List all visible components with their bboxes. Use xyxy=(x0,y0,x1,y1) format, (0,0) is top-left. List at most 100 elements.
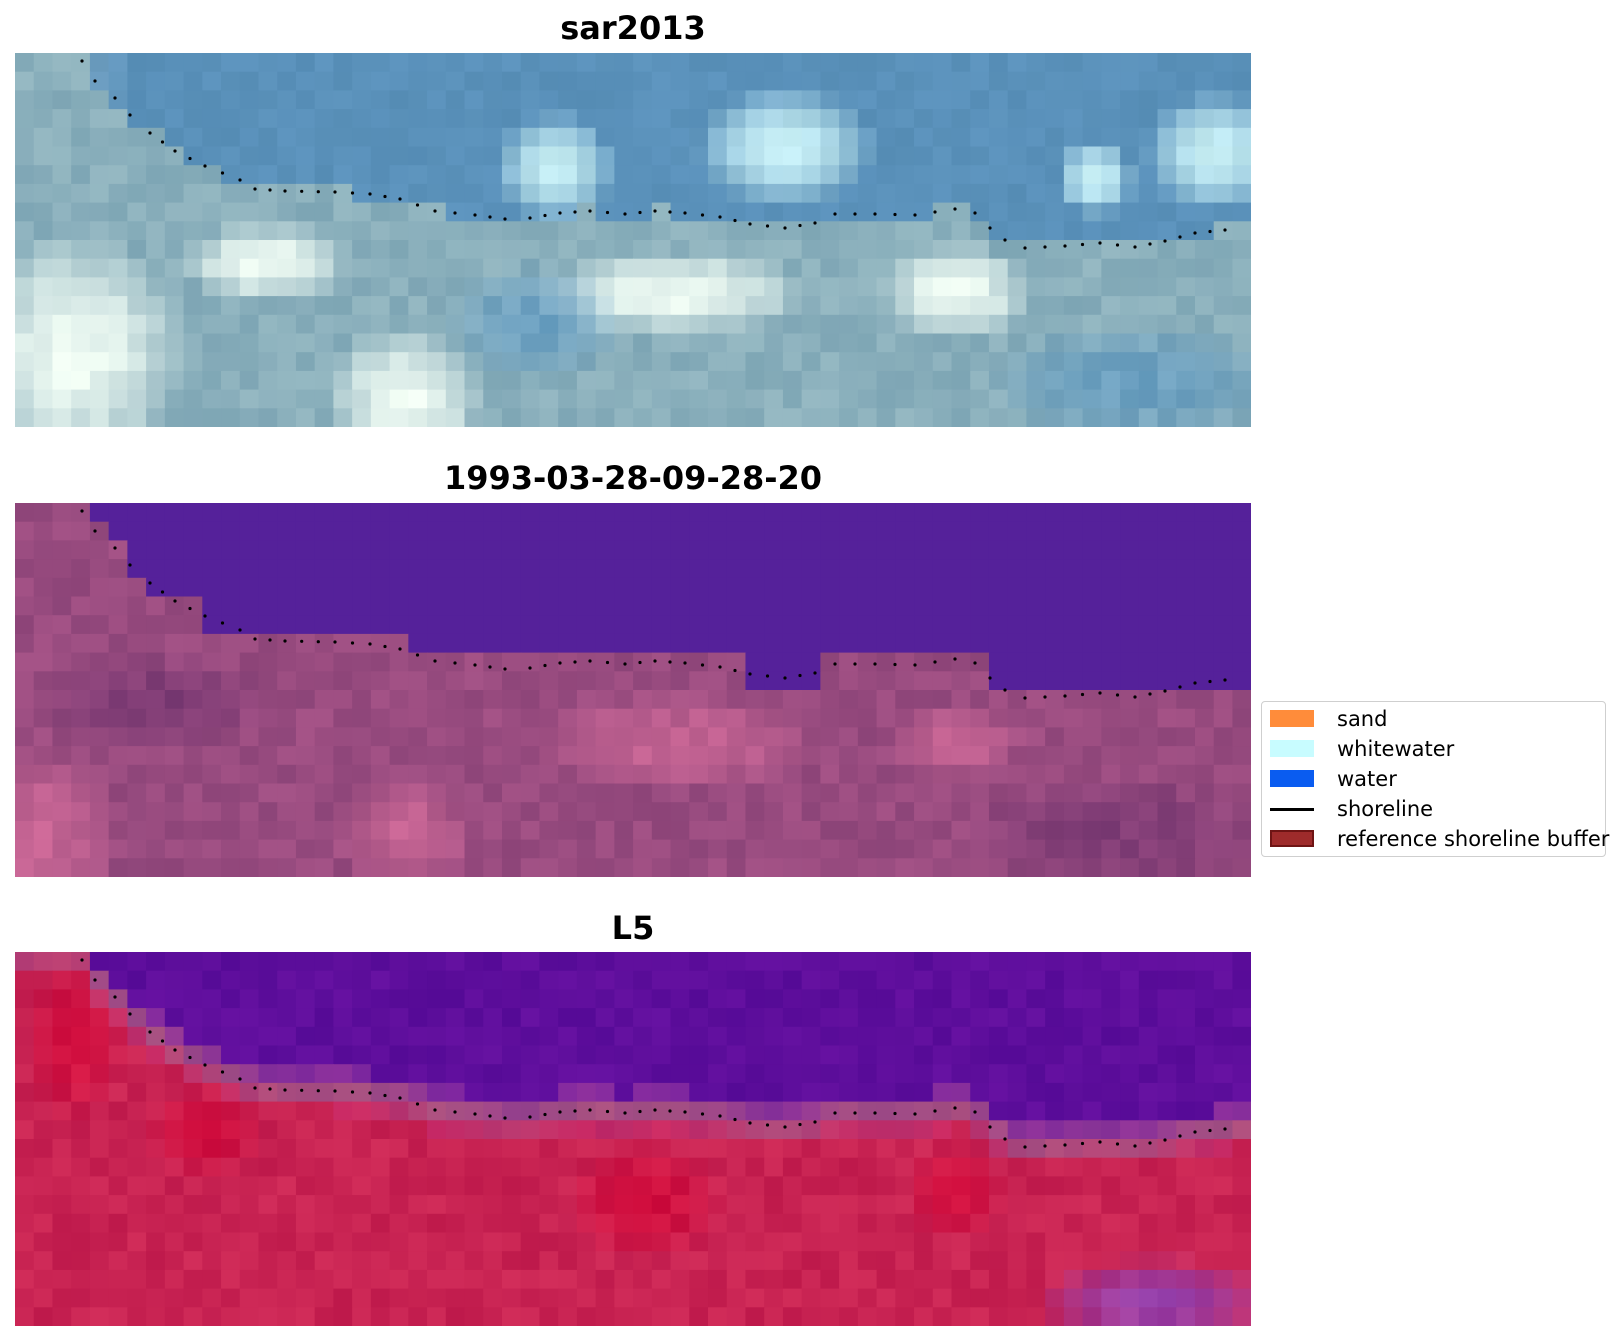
image-pixel xyxy=(820,1176,840,1196)
image-pixel xyxy=(427,127,447,148)
image-pixel xyxy=(501,559,522,579)
image-pixel xyxy=(183,1064,203,1084)
image-pixel xyxy=(408,633,428,654)
image-pixel xyxy=(89,314,110,335)
image-pixel xyxy=(239,1213,260,1234)
image-pixel xyxy=(951,708,971,728)
image-pixel xyxy=(970,503,990,523)
image-pixel xyxy=(876,1101,896,1121)
image-pixel xyxy=(427,165,447,185)
image-pixel xyxy=(333,970,353,990)
image-pixel xyxy=(520,652,541,672)
image-pixel xyxy=(1157,1064,1177,1084)
image-pixel xyxy=(52,783,72,803)
image-pixel xyxy=(782,690,803,710)
image-pixel xyxy=(277,90,297,110)
image-pixel xyxy=(258,53,278,73)
image-pixel xyxy=(651,202,672,222)
image-pixel xyxy=(1120,1120,1140,1140)
image-pixel xyxy=(314,1269,335,1290)
image-pixel xyxy=(483,1176,503,1196)
image-pixel xyxy=(146,839,166,859)
image-pixel xyxy=(277,221,297,241)
image-pixel xyxy=(708,1026,728,1047)
image-pixel xyxy=(595,1251,615,1271)
image-pixel xyxy=(33,1082,54,1103)
image-pixel xyxy=(1120,109,1140,129)
image-pixel xyxy=(445,503,466,523)
panel-title-index: L5 xyxy=(611,909,655,947)
legend-label-whitewater: whitewater xyxy=(1337,737,1455,761)
image-pixel xyxy=(689,221,709,241)
shoreline-point xyxy=(398,1096,402,1100)
image-pixel xyxy=(558,389,578,409)
image-pixel xyxy=(277,370,297,391)
image-pixel xyxy=(221,671,241,691)
image-pixel xyxy=(314,727,335,747)
image-pixel xyxy=(277,1101,297,1121)
image-pixel xyxy=(1007,314,1028,335)
image-pixel xyxy=(1138,1232,1159,1252)
image-pixel xyxy=(895,540,915,560)
image-pixel xyxy=(1213,1232,1234,1252)
image-pixel xyxy=(295,596,316,616)
image-pixel xyxy=(988,1213,1009,1234)
image-pixel xyxy=(483,1157,503,1177)
image-pixel xyxy=(876,746,896,766)
image-pixel xyxy=(895,1157,915,1177)
shoreline-point xyxy=(128,113,132,117)
image-pixel xyxy=(333,727,353,747)
image-pixel xyxy=(1101,1139,1121,1159)
image-pixel xyxy=(595,389,615,409)
image-pixel xyxy=(370,746,391,766)
image-pixel xyxy=(857,615,878,635)
image-pixel xyxy=(539,1045,559,1065)
image-pixel xyxy=(183,127,203,148)
image-pixel xyxy=(89,296,110,316)
image-pixel xyxy=(801,521,821,541)
image-pixel xyxy=(239,989,260,1009)
shoreline-point xyxy=(653,209,657,213)
image-pixel xyxy=(726,333,747,353)
image-pixel xyxy=(988,764,1009,785)
image-pixel xyxy=(951,839,971,859)
image-pixel xyxy=(970,71,990,91)
image-pixel xyxy=(370,1213,391,1234)
image-pixel xyxy=(108,633,128,654)
image-pixel xyxy=(914,1213,934,1234)
image-pixel xyxy=(708,408,728,427)
image-pixel xyxy=(1213,240,1234,260)
image-pixel xyxy=(33,258,54,278)
image-pixel xyxy=(745,1008,765,1028)
image-pixel xyxy=(1157,1176,1177,1196)
image-pixel xyxy=(708,1307,728,1326)
image-pixel xyxy=(726,221,747,241)
image-pixel xyxy=(558,989,578,1009)
image-pixel xyxy=(576,1288,597,1308)
shoreline-point xyxy=(453,1110,457,1114)
image-pixel xyxy=(820,258,840,278)
image-pixel xyxy=(483,146,503,166)
image-pixel xyxy=(820,109,840,129)
image-pixel xyxy=(1045,503,1065,523)
image-pixel xyxy=(651,1045,672,1065)
shoreline-point xyxy=(933,660,937,664)
image-pixel xyxy=(857,1045,878,1065)
image-pixel xyxy=(1101,989,1121,1009)
image-pixel xyxy=(576,559,597,579)
image-pixel xyxy=(782,1232,803,1252)
image-pixel xyxy=(988,802,1009,822)
image-pixel xyxy=(820,90,840,110)
image-pixel xyxy=(277,165,297,185)
shoreline-point xyxy=(1223,228,1227,232)
image-pixel xyxy=(1213,1288,1234,1308)
image-pixel xyxy=(183,577,203,598)
image-pixel xyxy=(370,352,391,372)
image-pixel xyxy=(1232,1307,1251,1326)
image-pixel xyxy=(370,1026,391,1047)
image-pixel xyxy=(520,671,541,691)
image-pixel xyxy=(895,146,915,166)
image-pixel xyxy=(1232,1288,1251,1308)
image-pixel xyxy=(839,1008,859,1028)
image-pixel xyxy=(146,1064,166,1084)
